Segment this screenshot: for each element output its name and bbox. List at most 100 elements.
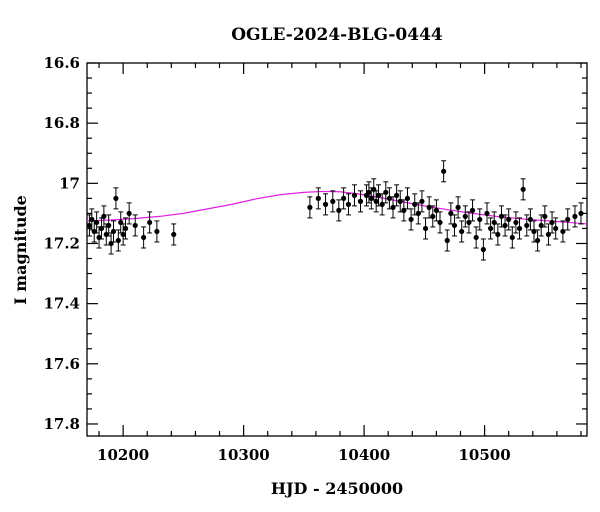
point-marker: [120, 231, 126, 238]
point-marker: [330, 198, 336, 204]
data-point: [524, 214, 530, 237]
data-point: [477, 208, 483, 231]
y-axis-label: I magnitude: [11, 195, 30, 305]
data-point: [426, 196, 432, 219]
point-marker: [437, 219, 443, 226]
point-marker: [495, 231, 501, 238]
point-marker: [383, 189, 389, 195]
point-marker: [366, 189, 372, 195]
data-point: [535, 229, 541, 252]
data-point: [430, 205, 436, 228]
data-point: [441, 160, 447, 183]
point-marker: [126, 210, 132, 217]
data-point: [578, 202, 584, 225]
data-point: [120, 223, 126, 246]
point-marker: [455, 204, 461, 210]
point-marker: [578, 210, 584, 217]
data-point: [473, 226, 479, 249]
data-point: [484, 202, 490, 225]
data-point: [444, 229, 450, 252]
point-marker: [86, 222, 93, 229]
point-marker: [516, 225, 523, 232]
data-point: [336, 199, 342, 222]
data-point: [113, 187, 119, 210]
point-marker: [106, 222, 112, 229]
tick-labels: 10200 10300 10400 10500 16.6 16.8 17 17.2 17.4 17…: [43, 54, 510, 464]
data-point: [545, 223, 552, 246]
point-marker: [132, 222, 138, 229]
data-point: [315, 187, 321, 210]
point-marker: [336, 207, 342, 213]
point-marker: [484, 210, 490, 217]
point-marker: [113, 195, 119, 201]
point-marker: [553, 225, 559, 232]
point-marker: [506, 216, 512, 223]
data-point: [122, 217, 129, 240]
point-marker: [430, 213, 436, 220]
point-marker: [357, 198, 364, 204]
point-marker: [110, 228, 117, 235]
y-tick-label: 17.8: [43, 415, 80, 433]
point-marker: [307, 204, 313, 210]
data-point: [154, 220, 160, 243]
point-marker: [419, 198, 425, 204]
data-point: [502, 214, 508, 237]
data-point: [509, 226, 515, 249]
data-point: [520, 178, 526, 201]
point-marker: [462, 213, 468, 220]
data-point: [171, 223, 177, 246]
data-point: [542, 205, 548, 228]
point-marker: [94, 219, 100, 226]
x-axis-label: HJD - 2450000: [271, 479, 403, 498]
point-marker: [394, 192, 400, 198]
data-point: [513, 211, 519, 234]
point-marker: [444, 237, 450, 244]
data-point: [330, 190, 336, 213]
x-tick-label: 10200: [97, 446, 149, 464]
data-point: [141, 226, 147, 249]
y-tick-label: 17.2: [43, 234, 80, 252]
point-marker: [341, 195, 347, 201]
data-point: [394, 184, 400, 207]
point-marker: [572, 213, 578, 220]
point-marker: [524, 222, 530, 229]
data-point: [307, 196, 313, 219]
point-marker: [351, 192, 358, 198]
y-tick-label: 16.8: [43, 114, 80, 132]
point-marker: [480, 246, 486, 253]
y-tick-label: 17.4: [43, 295, 80, 313]
plot-frame: [86, 62, 588, 437]
point-marker: [477, 216, 483, 223]
data-points-layer: [86, 160, 584, 261]
axis-ticks: [87, 62, 587, 436]
data-point: [94, 211, 100, 234]
data-point: [101, 205, 107, 228]
point-marker: [535, 237, 541, 244]
data-point: [373, 190, 379, 213]
point-marker: [404, 195, 411, 201]
point-marker: [115, 237, 121, 244]
point-marker: [171, 231, 177, 238]
data-point: [106, 214, 112, 237]
point-marker: [322, 201, 329, 207]
point-marker: [154, 228, 160, 235]
point-marker: [141, 234, 147, 241]
point-marker: [373, 198, 379, 204]
data-point: [132, 214, 138, 237]
point-marker: [101, 213, 107, 220]
point-marker: [520, 186, 526, 192]
data-point: [147, 211, 153, 234]
point-marker: [441, 168, 447, 174]
data-point: [110, 220, 117, 243]
data-point: [488, 217, 494, 240]
model-curve: [86, 190, 588, 225]
data-point: [351, 184, 358, 207]
data-point: [572, 205, 578, 228]
point-marker: [560, 228, 566, 235]
data-point: [357, 190, 364, 213]
data-point: [383, 181, 389, 204]
data-point: [86, 214, 93, 237]
y-tick-label: 16.6: [43, 54, 80, 72]
point-marker: [451, 222, 458, 229]
